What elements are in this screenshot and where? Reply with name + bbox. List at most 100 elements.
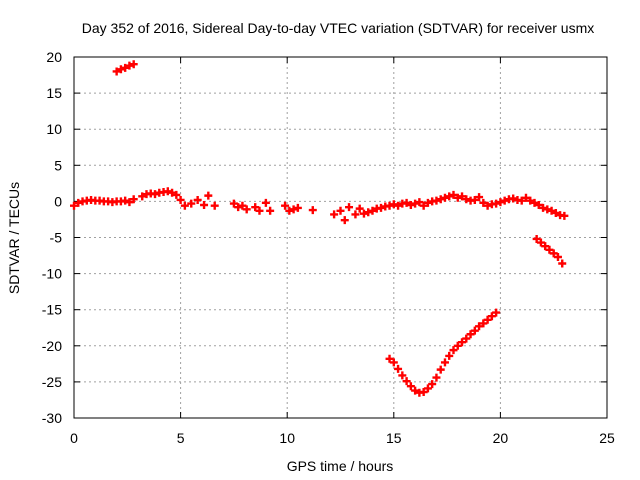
data-point (470, 326, 479, 335)
data-point (112, 67, 121, 76)
data-point (238, 201, 247, 210)
data-point (419, 388, 428, 397)
data-point (545, 245, 554, 254)
data-point (394, 364, 403, 373)
data-point (172, 190, 181, 199)
data-point (402, 198, 411, 207)
data-point (193, 195, 202, 204)
data-point (242, 205, 251, 214)
data-point (385, 201, 394, 210)
data-point (74, 198, 83, 207)
data-point (517, 196, 526, 205)
grid-lines (74, 57, 607, 418)
data-point (509, 194, 518, 203)
data-point (398, 371, 407, 380)
data-point (445, 351, 454, 360)
data-point (470, 195, 479, 204)
data-point (492, 308, 501, 317)
data-point (180, 201, 189, 210)
chart-title: Day 352 of 2016, Sidereal Day-to-day VTE… (82, 20, 595, 36)
data-point (285, 206, 294, 215)
data-point (351, 210, 360, 219)
data-point (415, 198, 424, 207)
data-point (204, 191, 213, 200)
data-point (340, 216, 349, 225)
y-tick-label: -25 (42, 374, 62, 390)
data-point (406, 382, 415, 391)
data-point (163, 187, 172, 196)
data-point (532, 234, 541, 243)
y-tick-label: 0 (54, 193, 62, 209)
data-point (475, 322, 484, 331)
data-point (483, 201, 492, 210)
data-point (121, 63, 130, 72)
data-point (125, 61, 134, 70)
data-point (200, 201, 209, 210)
data-point (116, 65, 125, 74)
data-point (293, 203, 302, 212)
data-point (266, 206, 275, 215)
data-point (479, 319, 488, 328)
data-point (389, 200, 398, 209)
data-point (462, 334, 471, 343)
y-tick-label: -15 (42, 302, 62, 318)
data-point (151, 190, 160, 199)
data-point (187, 199, 196, 208)
y-tick-label: -30 (42, 410, 62, 426)
data-point (308, 206, 317, 215)
data-point (70, 201, 78, 210)
data-point (475, 193, 484, 202)
data-point (389, 358, 398, 367)
x-tick-label: 25 (599, 430, 615, 446)
y-tick-label: -10 (42, 266, 62, 282)
data-point (453, 341, 462, 350)
x-tick-label: 5 (177, 430, 185, 446)
data-point (526, 196, 535, 205)
data-point (402, 377, 411, 386)
data-point (466, 330, 475, 339)
data-point (129, 60, 138, 69)
data-point (229, 199, 238, 208)
y-axis-title: SDTVAR / TECUs (6, 182, 22, 294)
data-point (541, 242, 550, 251)
data-point (479, 198, 488, 207)
data-point (345, 203, 354, 212)
data-point (449, 346, 458, 355)
data-point (547, 206, 556, 215)
data-point (436, 365, 445, 374)
data-point (385, 354, 394, 363)
y-tick-label: 20 (46, 49, 62, 65)
y-tick-label: 10 (46, 121, 62, 137)
data-point (536, 238, 545, 247)
data-point (539, 203, 548, 212)
y-tick-label: -20 (42, 338, 62, 354)
data-point (440, 193, 449, 202)
data-point (449, 190, 458, 199)
data-point (176, 195, 185, 204)
data-point (483, 315, 492, 324)
data-point (534, 201, 543, 210)
tick-labels: 0 5 10 15 20 25 20 15 10 5 0 -5 -10 -15 -20 -25 -30 (42, 49, 615, 446)
data-point (458, 192, 467, 201)
data-point (487, 312, 496, 321)
y-tick-label: 5 (54, 157, 62, 173)
data-point (428, 380, 437, 389)
data-point (423, 198, 432, 207)
data-point (558, 259, 567, 268)
data-point (423, 384, 432, 393)
data-point (492, 199, 501, 208)
data-point (125, 198, 134, 207)
x-tick-label: 10 (279, 430, 295, 446)
data-point (129, 195, 138, 204)
data-point (549, 249, 558, 258)
data-point (138, 192, 147, 201)
data-point (121, 196, 130, 205)
x-axis-title: GPS time / hours (287, 458, 394, 474)
data-point (255, 206, 264, 215)
data-point (530, 198, 539, 207)
data-point (168, 188, 177, 197)
data-point (462, 195, 471, 204)
y-tick-label: 15 (46, 85, 62, 101)
data-point (368, 206, 377, 215)
data-point (432, 196, 441, 205)
